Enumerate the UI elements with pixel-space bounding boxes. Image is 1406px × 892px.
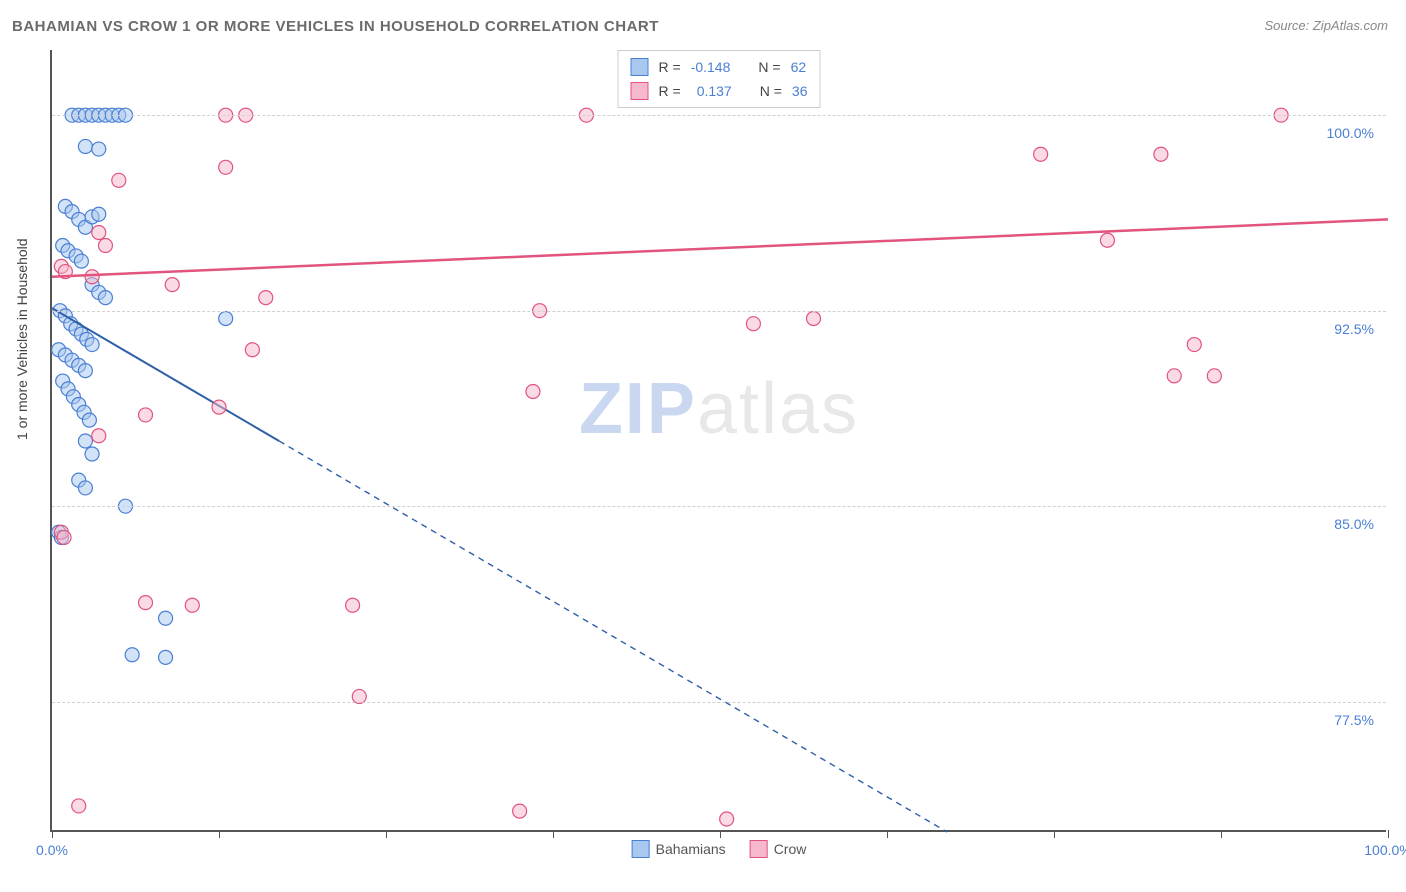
scatter-point (85, 447, 99, 461)
scatter-point (92, 225, 106, 239)
legend-swatch-bahamians-bottom (632, 840, 650, 858)
scatter-point (1154, 147, 1168, 161)
n-label: N = (760, 83, 782, 99)
r-value-bahamians: -0.148 (691, 59, 731, 75)
scatter-point (78, 139, 92, 153)
chart-container: BAHAMIAN VS CROW 1 OR MORE VEHICLES IN H… (0, 0, 1406, 892)
correlation-legend: R = -0.148 N = 62 R = 0.137 N = 36 (618, 50, 821, 108)
scatter-point (720, 812, 734, 826)
scatter-point (513, 804, 527, 818)
r-value-crow: 0.137 (691, 83, 732, 99)
scatter-point (165, 278, 179, 292)
chart-title: BAHAMIAN VS CROW 1 OR MORE VEHICLES IN H… (12, 18, 659, 35)
grid-line (52, 115, 1386, 116)
n-value-crow: 36 (792, 83, 808, 99)
legend-item-bahamians: Bahamians (632, 840, 726, 858)
source-attribution: Source: ZipAtlas.com (1264, 18, 1388, 33)
n-value-bahamians: 62 (791, 59, 807, 75)
scatter-point (1187, 338, 1201, 352)
series-legend: Bahamians Crow (632, 840, 807, 858)
legend-item-crow: Crow (750, 840, 807, 858)
n-label: N = (758, 59, 780, 75)
scatter-point (159, 611, 173, 625)
scatter-point (82, 413, 96, 427)
scatter-point (1167, 369, 1181, 383)
scatter-point (98, 239, 112, 253)
scatter-point (807, 311, 821, 325)
legend-label-bahamians: Bahamians (656, 841, 726, 857)
y-tick-label: 85.0% (1334, 516, 1374, 532)
trend-line (52, 219, 1388, 276)
scatter-point (78, 481, 92, 495)
scatter-point (78, 364, 92, 378)
scatter-point (74, 254, 88, 268)
r-label: R = (659, 59, 681, 75)
r-label: R = (659, 83, 681, 99)
x-tick (52, 830, 53, 838)
scatter-point (92, 429, 106, 443)
x-tick-label: 100.0% (1364, 842, 1406, 858)
y-tick-label: 77.5% (1334, 712, 1374, 728)
scatter-point (85, 338, 99, 352)
scatter-point (98, 291, 112, 305)
y-tick-label: 92.5% (1334, 321, 1374, 337)
x-tick (219, 830, 220, 838)
y-axis-label: 1 or more Vehicles in Household (14, 238, 30, 440)
x-tick (1054, 830, 1055, 838)
scatter-point (1207, 369, 1221, 383)
scatter-point (85, 270, 99, 284)
scatter-point (212, 400, 226, 414)
scatter-point (112, 173, 126, 187)
scatter-point (185, 598, 199, 612)
scatter-point (259, 291, 273, 305)
y-tick-label: 100.0% (1327, 125, 1374, 141)
legend-swatch-crow (631, 82, 649, 100)
grid-line (52, 702, 1386, 703)
scatter-point (526, 384, 540, 398)
scatter-point (139, 596, 153, 610)
scatter-point (139, 408, 153, 422)
trend-line-dashed (279, 441, 947, 832)
grid-line (52, 311, 1386, 312)
scatter-point (72, 799, 86, 813)
scatter-point (346, 598, 360, 612)
scatter-point (219, 311, 233, 325)
scatter-point (92, 142, 106, 156)
x-tick (1221, 830, 1222, 838)
scatter-point (1034, 147, 1048, 161)
scatter-point (159, 650, 173, 664)
scatter-point (746, 317, 760, 331)
legend-swatch-bahamians (631, 58, 649, 76)
scatter-point (78, 434, 92, 448)
plot-area: ZIPatlas R = -0.148 N = 62 R = 0.137 N =… (50, 50, 1386, 832)
x-tick-label: 0.0% (36, 842, 68, 858)
x-tick (1388, 830, 1389, 838)
x-tick (887, 830, 888, 838)
scatter-svg (52, 50, 1386, 830)
legend-row-crow: R = 0.137 N = 36 (631, 79, 808, 103)
legend-label-crow: Crow (774, 841, 807, 857)
scatter-point (1100, 233, 1114, 247)
x-tick (386, 830, 387, 838)
scatter-point (125, 648, 139, 662)
scatter-point (92, 207, 106, 221)
scatter-point (245, 343, 259, 357)
x-tick (720, 830, 721, 838)
legend-row-bahamians: R = -0.148 N = 62 (631, 55, 808, 79)
x-tick (553, 830, 554, 838)
scatter-point (57, 530, 71, 544)
legend-swatch-crow-bottom (750, 840, 768, 858)
scatter-point (219, 160, 233, 174)
grid-line (52, 506, 1386, 507)
